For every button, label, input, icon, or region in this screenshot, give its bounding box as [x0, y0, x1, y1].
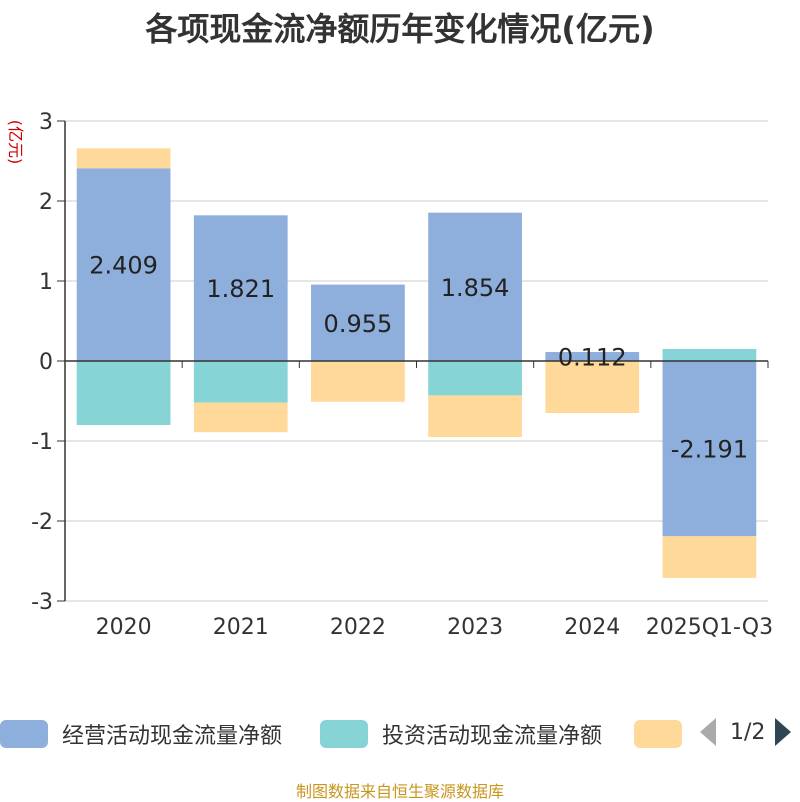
bar-2021-series-2 [193, 402, 288, 433]
data-label-2025Q1-Q3: -2.191 [671, 436, 748, 464]
legend: 经营活动现金流量净额 投资活动现金流量净额 1/2 [0, 712, 800, 756]
legend-swatch-financing [634, 720, 682, 748]
legend-swatch-investing [320, 720, 368, 748]
chart-title: 各项现金流净额历年变化情况(亿元) [145, 10, 655, 48]
bar-2023-series-0 [428, 212, 522, 361]
y-tick-label: -3 [31, 590, 53, 615]
data-label-2024: 0.112 [558, 344, 627, 372]
bar-2024-series-0 [545, 352, 640, 361]
y-axis-label: (亿元) [6, 120, 25, 165]
axes: 3 2 1 0 -1 -2 -3 2020 2021 2022 2023 2024 2025Q1-Q3 (… [6, 110, 773, 640]
bar-2023-series-2 [428, 395, 522, 437]
x-tick-label: 2021 [213, 615, 269, 640]
x-tick-label: 2022 [330, 615, 386, 640]
legend-page-indicator: 1/2 [730, 719, 766, 745]
legend-label-operating: 经营活动现金流量净额 [62, 724, 283, 749]
bar-2025Q1-Q3-series-0 [662, 361, 757, 537]
bar-2022-series-2 [311, 361, 405, 402]
source-note: 制图数据来自恒生聚源数据库 [295, 782, 504, 801]
x-tick-label: 2020 [96, 615, 152, 640]
bars [76, 148, 757, 578]
legend-item-operating[interactable]: 经营活动现金流量净额 [0, 720, 283, 749]
legend-next-icon[interactable] [775, 718, 792, 746]
bar-2023-series-1 [428, 361, 522, 396]
bar-2022-series-0 [311, 284, 405, 361]
bar-2021-series-1 [193, 361, 288, 403]
y-tick-label: 3 [39, 110, 53, 135]
legend-item-investing[interactable]: 投资活动现金流量净额 [320, 720, 603, 749]
bar-2020-series-2 [76, 148, 171, 169]
y-tick-label: -1 [31, 430, 53, 455]
gridlines [65, 120, 768, 602]
legend-item-financing[interactable] [634, 720, 696, 748]
y-tick-label: 2 [39, 190, 53, 215]
legend-swatch-operating [0, 720, 48, 748]
data-label-2020: 2.409 [89, 252, 158, 280]
x-tick-label: 2024 [564, 615, 620, 640]
data-labels: 2.409 1.821 0.955 1.854 0.112 -2.191 [89, 252, 748, 464]
y-tick-label: 0 [39, 350, 53, 375]
chart-area: 3 2 1 0 -1 -2 -3 2020 2021 2022 2023 2024 2025Q1-Q3 (… [6, 110, 773, 640]
x-tick-label: 2025Q1-Q3 [646, 615, 773, 640]
data-label-2021: 1.821 [206, 275, 275, 303]
data-label-2023: 1.854 [441, 274, 510, 302]
legend-label-investing: 投资活动现金流量净额 [382, 724, 603, 749]
y-tick-label: -2 [31, 510, 53, 535]
bar-2020-series-0 [76, 168, 171, 361]
bar-2024-series-2 [545, 361, 640, 413]
bar-2025Q1-Q3-series-1 [662, 349, 757, 361]
legend-prev-icon[interactable] [700, 718, 716, 746]
bar-2025Q1-Q3-series-2 [662, 536, 757, 578]
y-tick-label: 1 [39, 270, 53, 295]
bar-2020-series-1 [76, 361, 171, 425]
bar-2021-series-0 [193, 215, 288, 361]
legend-pager: 1/2 [700, 718, 792, 746]
x-tick-label: 2023 [447, 615, 503, 640]
data-label-2022: 0.955 [324, 310, 393, 338]
